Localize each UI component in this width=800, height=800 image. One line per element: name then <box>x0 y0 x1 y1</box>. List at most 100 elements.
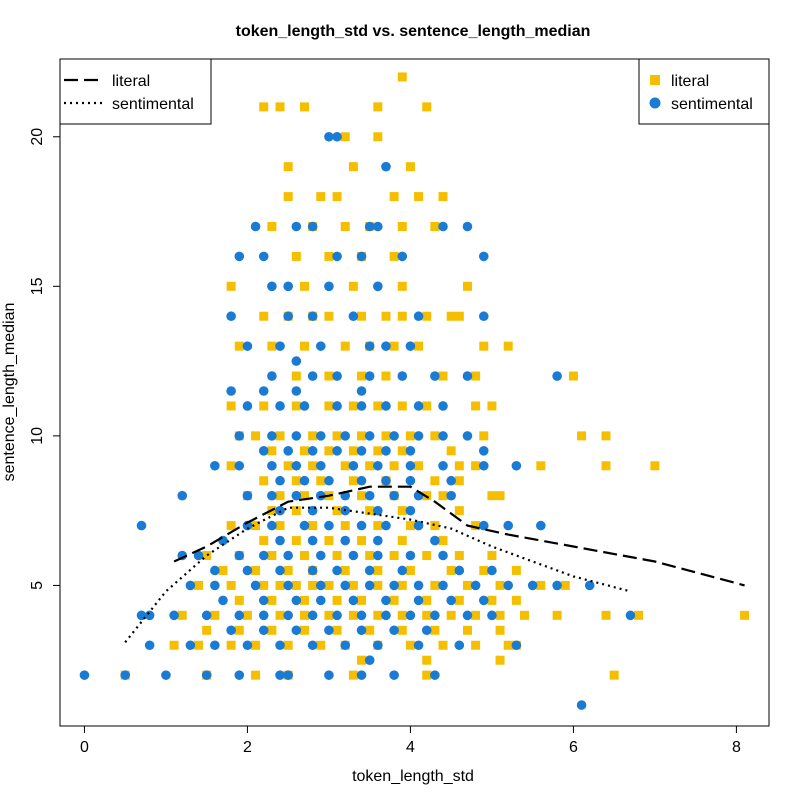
point-literal <box>340 521 350 531</box>
point-sentimental <box>373 505 383 516</box>
point-sentimental <box>283 281 293 292</box>
point-sentimental <box>324 131 334 142</box>
point-literal <box>267 595 277 605</box>
point-sentimental <box>356 625 367 636</box>
point-literal <box>373 565 383 575</box>
point-literal <box>495 610 505 620</box>
point-sentimental <box>275 505 285 516</box>
point-literal <box>324 251 334 261</box>
point-literal <box>267 625 277 635</box>
point-literal <box>454 461 464 471</box>
point-literal <box>601 431 611 441</box>
point-sentimental <box>307 535 318 546</box>
point-literal <box>487 491 497 501</box>
point-literal <box>397 580 407 590</box>
point-sentimental <box>340 640 351 651</box>
point-sentimental <box>258 625 269 636</box>
point-literal <box>259 476 269 486</box>
point-sentimental <box>438 580 448 591</box>
point-sentimental <box>291 386 302 396</box>
point-literal <box>471 401 481 411</box>
point-sentimental <box>356 475 367 486</box>
point-sentimental <box>324 670 334 680</box>
point-literal <box>634 610 644 620</box>
point-literal <box>495 491 505 501</box>
point-literal <box>324 580 334 590</box>
point-sentimental <box>307 371 318 381</box>
point-sentimental <box>275 475 285 486</box>
point-sentimental <box>576 700 587 710</box>
point-literal <box>194 640 204 650</box>
point-sentimental <box>478 520 489 531</box>
point-sentimental <box>275 565 285 576</box>
point-literal <box>462 281 472 291</box>
point-sentimental <box>226 311 236 322</box>
point-sentimental <box>291 595 302 606</box>
point-sentimental <box>234 610 245 621</box>
point-literal <box>275 610 285 620</box>
point-sentimental <box>307 610 318 621</box>
x-tick-label: 2 <box>243 739 252 756</box>
point-sentimental <box>291 490 302 501</box>
trend-line-literal <box>173 485 745 587</box>
point-sentimental <box>242 565 253 576</box>
point-sentimental <box>356 670 367 680</box>
point-literal <box>422 551 432 561</box>
point-literal <box>251 431 261 441</box>
point-sentimental <box>201 610 212 621</box>
point-sentimental <box>364 580 375 591</box>
point-sentimental <box>478 460 489 471</box>
point-literal <box>275 521 285 531</box>
point-literal <box>397 281 407 291</box>
point-literal <box>430 625 440 635</box>
point-literal <box>357 595 367 605</box>
point-sentimental <box>340 580 351 591</box>
point-sentimental <box>177 490 188 501</box>
point-sentimental <box>226 386 236 396</box>
point-literal <box>332 192 342 202</box>
point-sentimental <box>364 655 375 665</box>
point-sentimental <box>315 580 326 591</box>
point-literal <box>348 446 358 456</box>
y-tick-label: 20 <box>29 128 46 146</box>
point-literal <box>430 476 440 486</box>
legend-line-label-sentimental: sentimental <box>112 96 194 113</box>
point-sentimental <box>413 595 424 606</box>
point-sentimental <box>381 446 391 456</box>
point-sentimental <box>283 610 293 621</box>
point-literal <box>299 446 309 456</box>
point-literal <box>373 132 383 142</box>
point-sentimental <box>413 580 424 591</box>
point-sentimental <box>454 565 465 576</box>
point-literal <box>299 595 309 605</box>
point-sentimental <box>226 625 236 636</box>
point-literal <box>234 625 244 635</box>
point-sentimental <box>413 311 424 322</box>
point-literal <box>365 625 375 635</box>
point-sentimental <box>356 610 367 621</box>
point-literal <box>299 341 309 351</box>
point-literal <box>348 401 358 411</box>
legend-point-label-sentimental: sentimental <box>671 96 753 113</box>
point-literal <box>169 640 179 650</box>
point-literal <box>365 551 375 561</box>
point-literal <box>479 341 489 351</box>
point-sentimental <box>405 341 416 351</box>
point-sentimental <box>552 371 562 381</box>
point-sentimental <box>193 550 204 561</box>
point-sentimental <box>185 640 196 651</box>
point-sentimental <box>267 431 277 441</box>
point-literal <box>601 610 611 620</box>
point-literal <box>267 446 277 456</box>
point-literal <box>316 192 326 202</box>
point-literal <box>536 461 546 471</box>
point-sentimental <box>275 401 285 411</box>
point-literal <box>414 192 424 202</box>
point-sentimental <box>405 460 416 471</box>
point-literal <box>487 551 497 561</box>
point-sentimental <box>275 640 285 651</box>
point-sentimental <box>210 565 220 576</box>
point-sentimental <box>356 401 367 411</box>
point-sentimental <box>413 520 424 531</box>
point-sentimental <box>258 251 269 262</box>
